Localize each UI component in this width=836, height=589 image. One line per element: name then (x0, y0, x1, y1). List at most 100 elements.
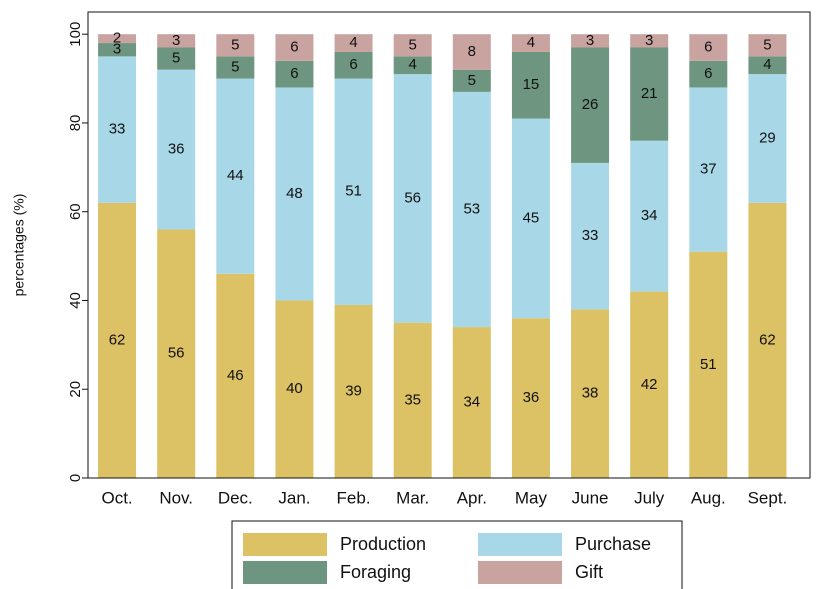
data-label: 53 (463, 200, 480, 217)
bar-segment (216, 78, 255, 274)
data-label: 3 (113, 41, 121, 58)
data-label: 2 (113, 30, 121, 47)
data-label: 3 (645, 32, 653, 49)
bar-segment (571, 47, 610, 163)
y-tick-label: 80 (67, 115, 84, 132)
legend-swatch (243, 561, 327, 584)
data-label: 48 (286, 185, 303, 202)
bar-segment (98, 34, 137, 44)
bar-segment (630, 291, 669, 478)
data-label: 35 (404, 391, 421, 408)
data-label: 4 (349, 34, 357, 51)
bar-segment (689, 251, 728, 478)
bar-segment (98, 56, 137, 203)
bar-segment (571, 162, 610, 310)
data-label: 56 (168, 345, 185, 362)
legend-label: Gift (575, 562, 603, 582)
bar-segment (571, 34, 610, 48)
y-tick-label: 100 (67, 22, 84, 47)
legend-swatch (478, 561, 562, 584)
bar-segment (630, 34, 669, 48)
legend-label: Production (340, 534, 426, 554)
bar-segment (511, 318, 550, 478)
bar-segment (98, 202, 137, 479)
bar-segment (216, 34, 255, 57)
data-label: 33 (582, 227, 599, 244)
bar-segment (689, 87, 728, 252)
bar-segment (511, 51, 550, 119)
data-label: 33 (109, 121, 126, 138)
data-label: 3 (586, 32, 594, 49)
data-label: 4 (527, 34, 535, 51)
legend-swatch (478, 533, 562, 556)
data-label: 5 (468, 72, 476, 89)
bar-segment (275, 87, 314, 301)
data-label: 5 (763, 36, 771, 53)
y-tick-label: 0 (67, 474, 84, 482)
bar-segment (571, 309, 610, 478)
data-label: 5 (409, 36, 417, 53)
data-label: 36 (168, 141, 185, 158)
data-label: 62 (109, 331, 126, 348)
bar-segment (748, 34, 787, 57)
data-label: 6 (704, 65, 712, 82)
data-label: 56 (404, 189, 421, 206)
bar-segment (452, 327, 491, 478)
data-label: 38 (582, 385, 599, 402)
x-tick-label: Apr. (457, 488, 487, 507)
x-tick-label: Aug. (691, 488, 726, 507)
bar-segment (689, 34, 728, 61)
bar-segment (157, 34, 196, 48)
bar-segment (157, 229, 196, 478)
bar-segment (98, 43, 137, 57)
bar-segment (275, 300, 314, 478)
data-label: 45 (523, 209, 540, 226)
bar-segment (216, 273, 255, 478)
data-label: 36 (523, 389, 540, 406)
bar-segment (393, 34, 432, 57)
bar-segment (334, 78, 373, 305)
data-label: 42 (641, 376, 658, 393)
data-label: 5 (231, 58, 239, 75)
data-label: 51 (345, 183, 362, 200)
x-tick-label: Sept. (748, 488, 788, 507)
data-label: 3 (172, 32, 180, 49)
data-label: 39 (345, 382, 362, 399)
bar-segment (630, 47, 669, 141)
y-tick-label: 20 (67, 381, 84, 398)
bar-segment (748, 202, 787, 479)
bar-segment (452, 69, 491, 92)
data-label: 44 (227, 167, 244, 184)
x-tick-label: Feb. (337, 488, 371, 507)
x-tick-label: Oct. (101, 488, 132, 507)
data-label: 51 (700, 356, 717, 373)
y-tick-label: 60 (67, 203, 84, 220)
data-label: 46 (227, 367, 244, 384)
data-label: 6 (290, 65, 298, 82)
x-tick-label: Nov. (159, 488, 193, 507)
data-label: 37 (700, 161, 717, 178)
bar-segment (157, 69, 196, 230)
data-label: 4 (763, 56, 771, 73)
y-tick-label: 40 (67, 292, 84, 309)
data-label: 8 (468, 43, 476, 60)
data-label: 34 (641, 207, 658, 224)
bar-segment (630, 140, 669, 292)
data-label: 6 (704, 38, 712, 55)
bar-segment (393, 56, 432, 75)
y-axis-label: percentages (%) (11, 194, 27, 297)
data-label: 34 (463, 394, 480, 411)
legend-label: Foraging (340, 562, 411, 582)
bar-segment (334, 51, 373, 79)
bar-segment (452, 34, 491, 70)
data-label: 29 (759, 129, 776, 146)
data-label: 6 (290, 38, 298, 55)
bar-segment (748, 74, 787, 203)
data-label: 26 (582, 96, 599, 113)
data-label: 15 (523, 76, 540, 93)
bar-segment (157, 47, 196, 70)
bar-segment (452, 91, 491, 328)
x-tick-label: Dec. (218, 488, 253, 507)
bar-segment (748, 56, 787, 75)
